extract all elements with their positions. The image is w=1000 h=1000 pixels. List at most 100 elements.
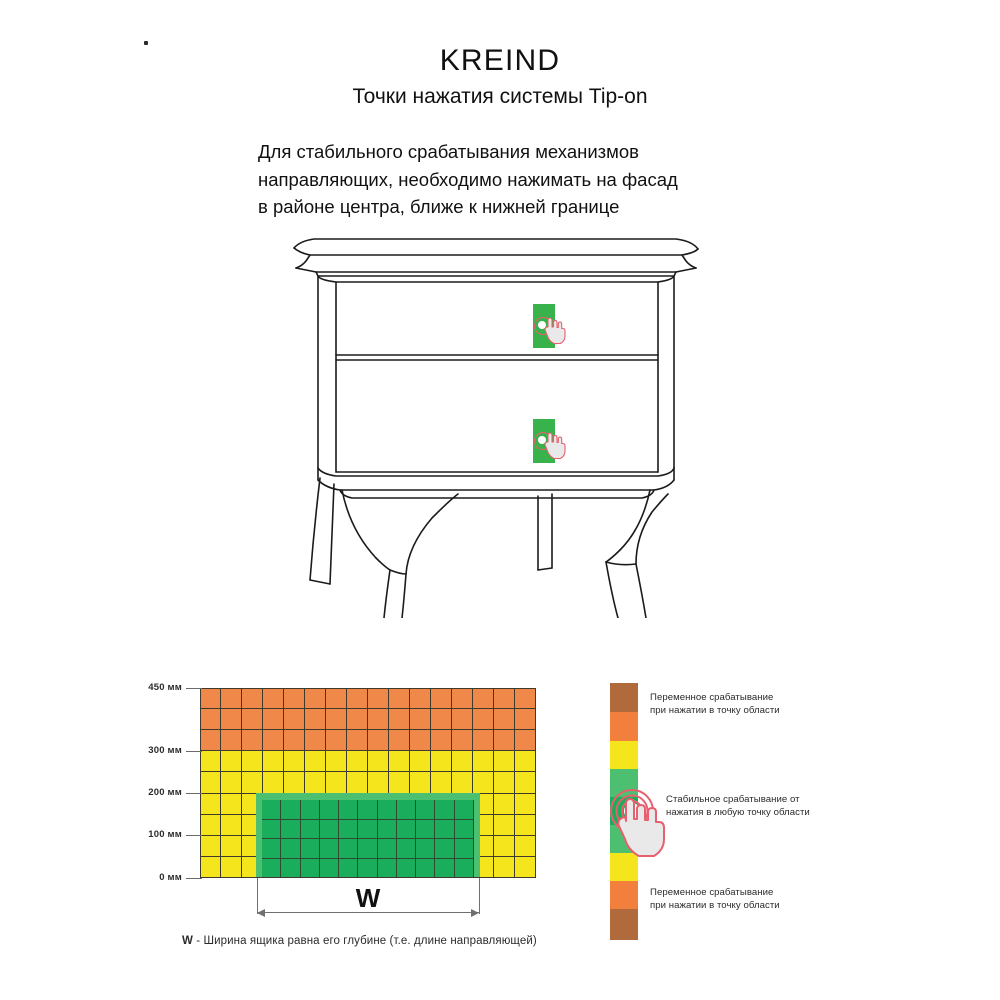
heatmap-cell (305, 688, 326, 710)
heatmap-cell (515, 835, 536, 857)
heatmap-cell (515, 751, 536, 773)
press-point-top-drawer[interactable] (533, 304, 566, 348)
nightstand-illustration (280, 228, 710, 618)
heatmap-cell (221, 730, 242, 752)
legend-color-bar (610, 683, 638, 940)
heatmap-cell (452, 772, 473, 794)
legend-bar-segment (610, 712, 638, 741)
heatmap-cell (263, 772, 284, 794)
heatmap-cell (494, 751, 515, 773)
stable-cell (396, 800, 417, 820)
page-subtitle: Точки нажатия системы Tip-on (352, 85, 648, 108)
heatmap-cell (305, 751, 326, 773)
intro-paragraph: Для стабильного срабатывания механизмов … (258, 138, 778, 221)
stable-cell (454, 858, 474, 878)
stable-cell (396, 839, 417, 859)
stable-zone-inner (262, 800, 474, 878)
ytick-label-450: 450 мм (148, 682, 182, 693)
legend-bar-segment (610, 909, 638, 940)
heatmap-cell (473, 751, 494, 773)
heatmap-cell (305, 772, 326, 794)
legend: Переменное срабатывание при нажатии в то… (610, 683, 970, 940)
heatmap-cell (347, 751, 368, 773)
heatmap-cell (389, 688, 410, 710)
heatmap-cell (452, 688, 473, 710)
heatmap-cell (431, 688, 452, 710)
heatmap-cell (242, 709, 263, 731)
heatmap-cell (200, 856, 221, 878)
legend-line-2: нажатия в любую точку области (666, 807, 810, 819)
dim-label-w: W (355, 883, 381, 913)
stable-cell (339, 858, 359, 878)
heatmap-cell (263, 730, 284, 752)
stable-cell (319, 800, 340, 820)
heatmap-cell (284, 751, 305, 773)
heatmap-cell (221, 709, 242, 731)
legend-line-1: Переменное срабатывание (650, 887, 774, 898)
heatmap-cell (263, 688, 284, 710)
stable-cell (300, 839, 320, 859)
heatmap-cell (431, 751, 452, 773)
legend-entry-stable-middle: Стабильное срабатывание от нажатия в люб… (666, 793, 810, 819)
heatmap-cell (494, 835, 515, 857)
heatmap-cell (305, 730, 326, 752)
heatmap-grid (200, 688, 536, 878)
stable-cell (339, 819, 359, 839)
heatmap-cell (200, 793, 221, 815)
stable-cell (435, 800, 455, 820)
stable-cell (358, 858, 378, 878)
ytick-label-0: 0 мм (159, 872, 182, 883)
heatmap-cell (494, 709, 515, 731)
heatmap-cell (473, 709, 494, 731)
legend-bar-segment (610, 683, 638, 712)
ytick-300 (186, 751, 202, 752)
heatmap-cell (494, 814, 515, 836)
stable-cell (262, 839, 282, 859)
heatmap-cell (515, 772, 536, 794)
heatmap-cell (473, 688, 494, 710)
heatmap-cell (305, 709, 326, 731)
heatmap-cell (242, 688, 263, 710)
heatmap-cell (410, 730, 431, 752)
stable-cell (339, 839, 359, 859)
heatmap-cell (326, 751, 347, 773)
intro-line-2: направляющих, необходимо нажимать на фас… (258, 168, 678, 190)
heatmap-cell (221, 772, 242, 794)
stable-cell (454, 839, 474, 859)
stray-dot-mark (144, 41, 148, 45)
heatmap-cell (389, 751, 410, 773)
heatmap-cell (515, 814, 536, 836)
legend-line-2: при нажатии в точку области (650, 900, 780, 912)
ytick-label-200: 200 мм (148, 787, 182, 798)
press-point-bottom-drawer[interactable] (533, 419, 566, 463)
ytick-100 (186, 835, 202, 836)
stable-cell (358, 819, 378, 839)
heatmap-cell (284, 730, 305, 752)
heatmap-cell (368, 709, 389, 731)
stable-cell (319, 839, 340, 859)
legend-bar-segment (610, 853, 638, 881)
caption-symbol: W (182, 935, 193, 947)
stable-zone-cells (262, 800, 474, 878)
heatmap-cell (347, 688, 368, 710)
heatmap-cell (200, 835, 221, 857)
legend-entry-variable-top: Переменное срабатывание при нажатии в то… (650, 691, 780, 717)
intro-line-3: в районе центра, ближе к нижней границе (258, 196, 620, 217)
stable-cell (416, 800, 436, 820)
chart-caption: W - Ширина ящика равна его глубине (т.е.… (182, 935, 537, 947)
dim-extension-left (257, 878, 258, 914)
heatmap-cell (431, 772, 452, 794)
stable-cell (377, 800, 397, 820)
heatmap-cell (368, 751, 389, 773)
intro-line-1: Для стабильного срабатывания механизмов (258, 141, 639, 162)
stable-cell (319, 819, 340, 839)
heatmap-cell (494, 772, 515, 794)
stable-cell (454, 819, 474, 839)
heatmap-cell (368, 730, 389, 752)
hand-pointer-icon (544, 317, 566, 345)
heatmap-cell (452, 709, 473, 731)
heatmap-cell (221, 814, 242, 836)
heatmap-cell (242, 751, 263, 773)
